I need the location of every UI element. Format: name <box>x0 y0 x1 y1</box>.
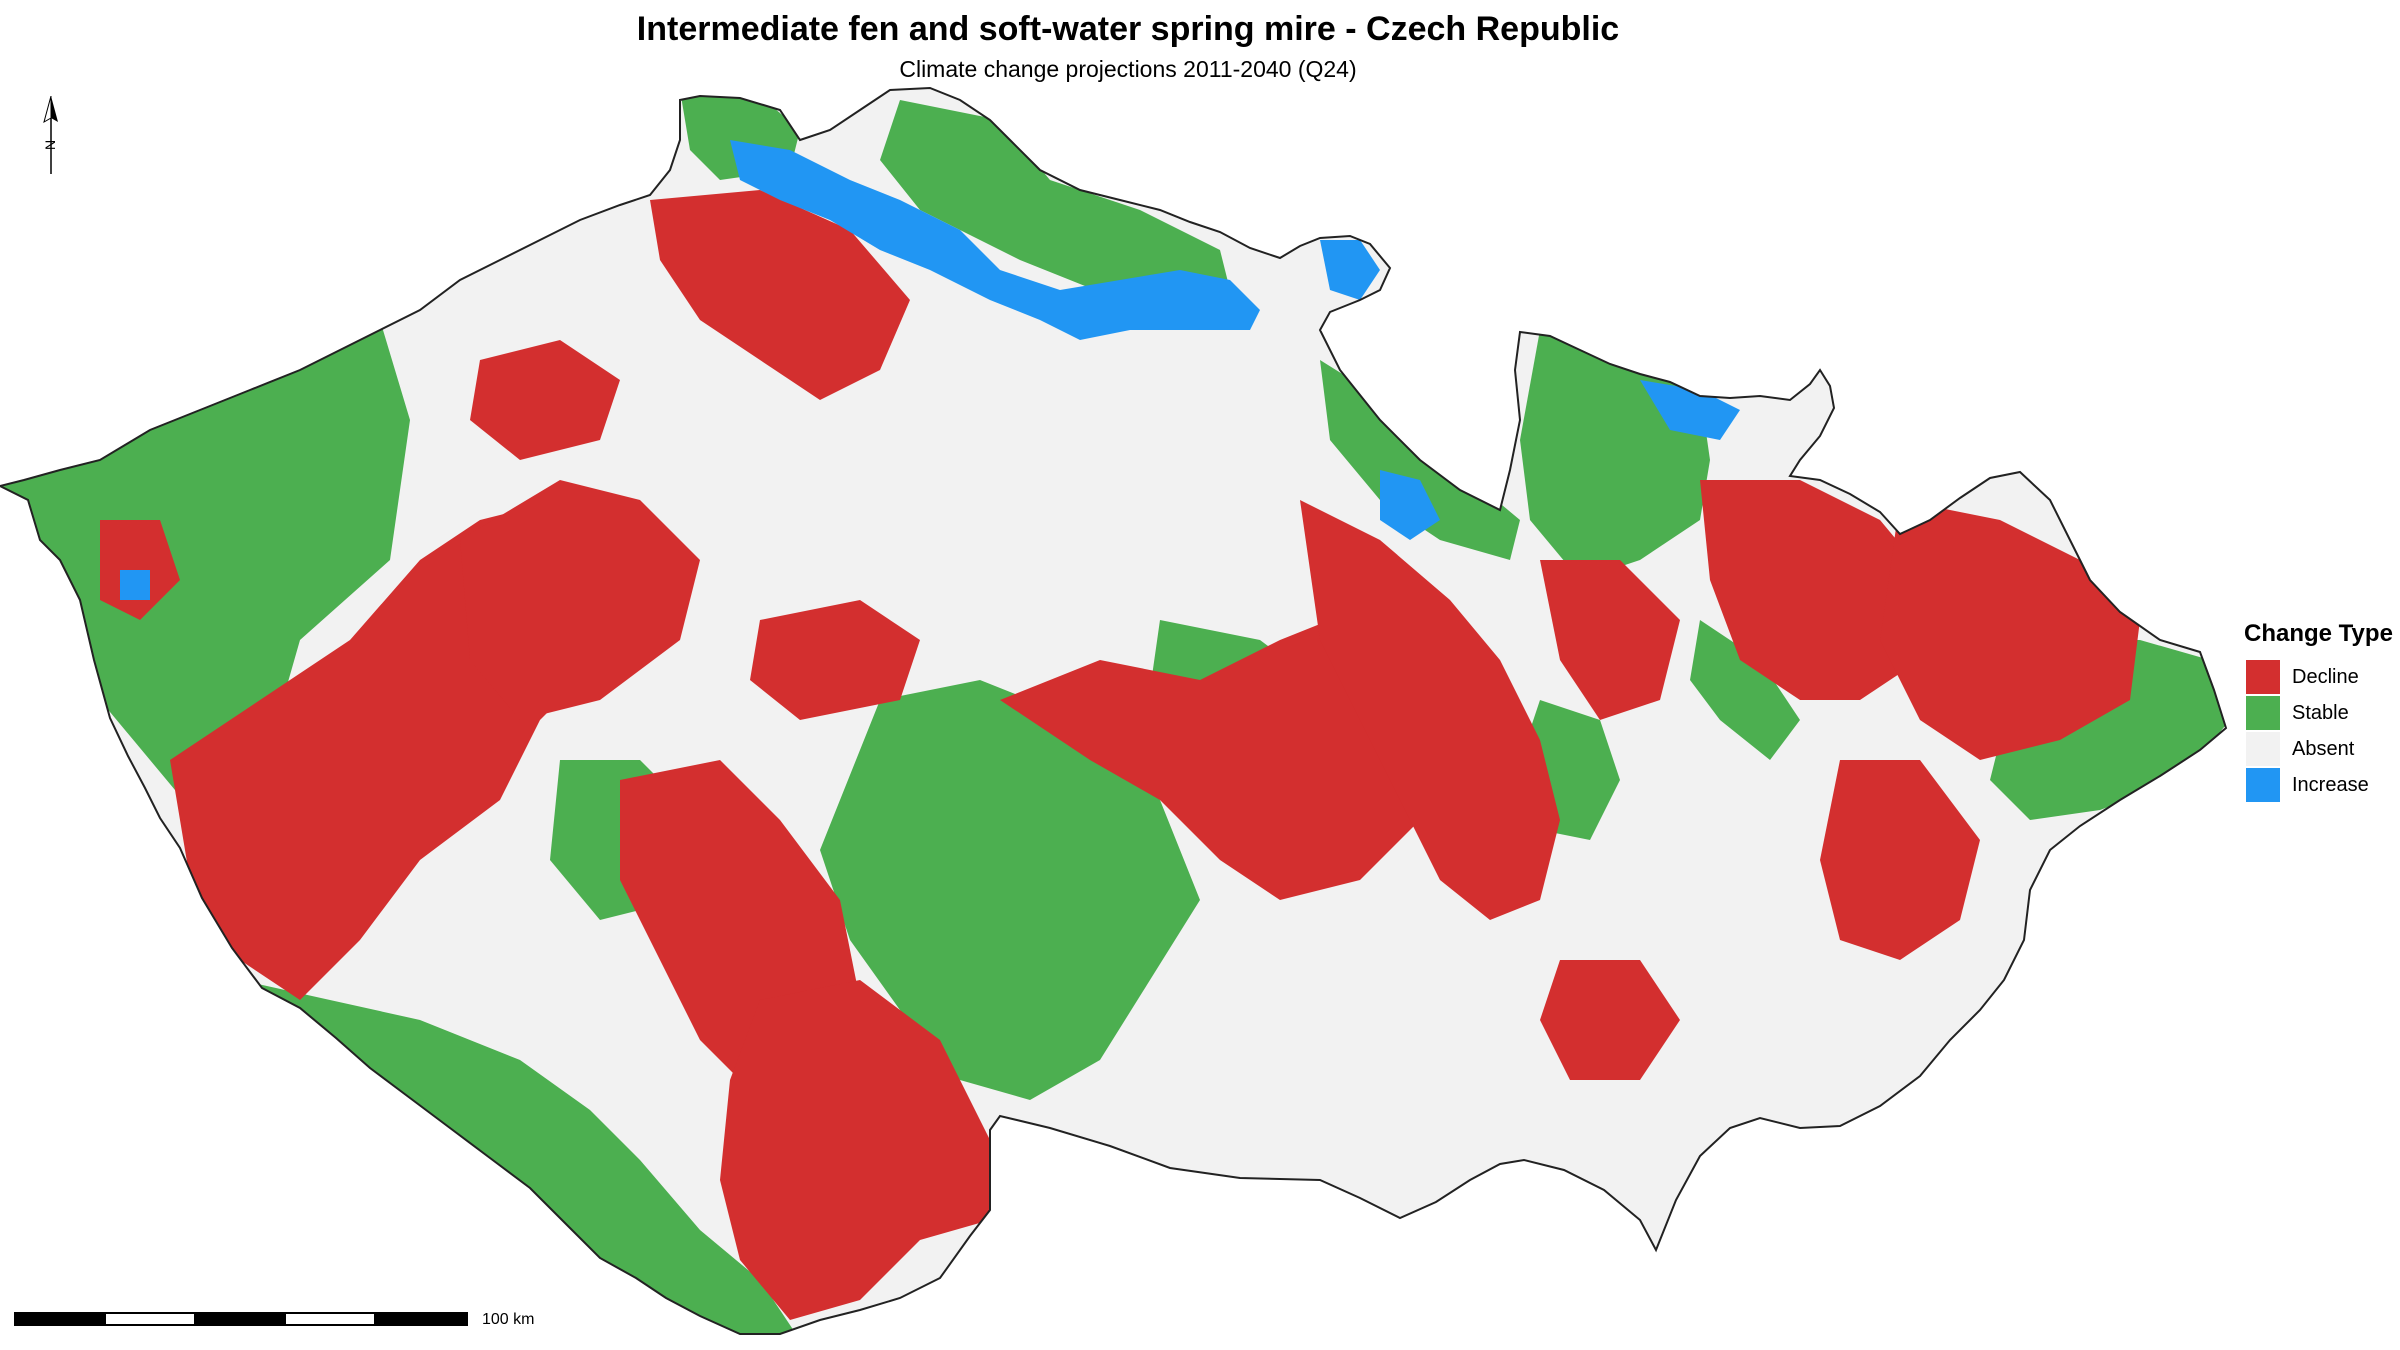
scale-segment <box>194 1312 288 1326</box>
scale-label: 100 km <box>482 1311 535 1328</box>
stable-region-central-south <box>820 680 1200 1100</box>
scale-segment <box>104 1312 198 1326</box>
decline-region-south-east <box>1540 960 1680 1080</box>
increase-region-west <box>120 570 150 600</box>
decline-region-far-east-2 <box>1880 500 2140 760</box>
increase-region-north-east <box>1320 240 1380 300</box>
legend-swatch-stable <box>2246 696 2280 730</box>
stable-region-east-2 <box>1690 620 1800 760</box>
country-border <box>0 86 2228 1335</box>
decline-region-west-2 <box>460 480 700 720</box>
decline-region-north-2 <box>470 340 620 460</box>
legend-swatch-increase <box>2246 768 2280 802</box>
decline-region-east-2 <box>1540 560 1680 720</box>
map-subtitle: Climate change projections 2011-2040 (Q2… <box>899 56 1357 82</box>
legend-item-decline: Decline <box>2244 660 2400 696</box>
legend-label-increase: Increase <box>2292 774 2369 796</box>
decline-region-north <box>650 190 910 400</box>
stable-region-north-2 <box>880 100 1230 300</box>
legend-item-stable: Stable <box>2244 696 2400 732</box>
legend-swatch-decline <box>2246 660 2280 694</box>
increase-region-north <box>730 140 1260 340</box>
map-title: Intermediate fen and soft-water spring m… <box>636 10 1620 48</box>
decline-region-east-1 <box>1300 500 1560 920</box>
stable-region-west <box>0 320 410 900</box>
increase-region-mid <box>1380 470 1440 540</box>
scale-bar <box>14 1312 470 1326</box>
decline-region-far-east <box>1700 480 1930 700</box>
scale-segment <box>284 1312 378 1326</box>
decline-region-south <box>720 980 990 1320</box>
legend-title: Change Type <box>2244 620 2393 647</box>
legend-swatch-absent <box>2246 732 2280 766</box>
scale-segment <box>374 1312 468 1326</box>
decline-regions <box>100 190 2140 1320</box>
increase-region-east <box>1640 380 1740 440</box>
legend-label-stable: Stable <box>2292 702 2349 724</box>
decline-region-far-east-3 <box>1820 760 1980 960</box>
scale-segment <box>14 1312 108 1326</box>
decline-region-center-3 <box>750 600 920 720</box>
legend: Change Type Decline Stable Absent Increa… <box>2244 620 2400 804</box>
north-arrow-label: N <box>42 140 58 150</box>
north-arrow-icon: N <box>42 96 58 174</box>
legend-item-absent: Absent <box>2244 732 2400 768</box>
legend-item-increase: Increase <box>2244 768 2400 804</box>
increase-regions <box>120 140 1740 600</box>
legend-label-decline: Decline <box>2292 666 2359 688</box>
legend-label-absent: Absent <box>2292 738 2355 760</box>
